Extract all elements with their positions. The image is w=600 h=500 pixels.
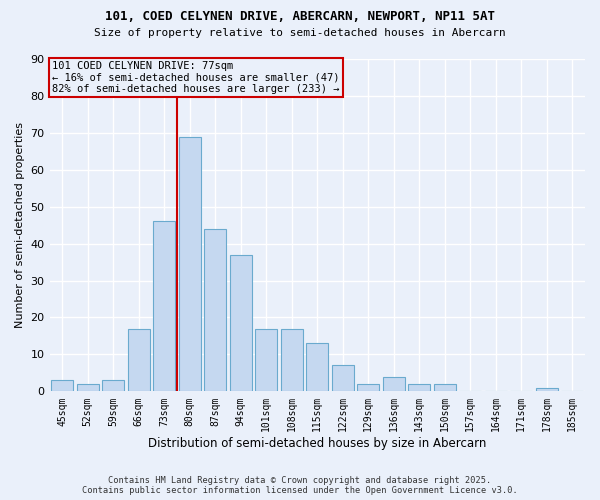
X-axis label: Distribution of semi-detached houses by size in Abercarn: Distribution of semi-detached houses by … <box>148 437 487 450</box>
Bar <box>256 328 277 392</box>
Bar <box>128 328 149 392</box>
Text: Contains HM Land Registry data © Crown copyright and database right 2025.
Contai: Contains HM Land Registry data © Crown c… <box>82 476 518 495</box>
Y-axis label: Number of semi-detached properties: Number of semi-detached properties <box>15 122 25 328</box>
Bar <box>179 136 200 392</box>
Bar <box>205 229 226 392</box>
Bar <box>332 366 353 392</box>
Bar <box>154 222 175 392</box>
Bar <box>434 384 455 392</box>
Bar <box>383 376 404 392</box>
Bar <box>52 380 73 392</box>
Text: Size of property relative to semi-detached houses in Abercarn: Size of property relative to semi-detach… <box>94 28 506 38</box>
Bar <box>358 384 379 392</box>
Bar <box>281 328 302 392</box>
Bar <box>230 254 251 392</box>
Bar <box>103 380 124 392</box>
Bar <box>409 384 430 392</box>
Bar <box>77 384 98 392</box>
Text: 101 COED CELYNEN DRIVE: 77sqm
← 16% of semi-detached houses are smaller (47)
82%: 101 COED CELYNEN DRIVE: 77sqm ← 16% of s… <box>52 61 340 94</box>
Bar <box>536 388 557 392</box>
Bar <box>307 344 328 392</box>
Text: 101, COED CELYNEN DRIVE, ABERCARN, NEWPORT, NP11 5AT: 101, COED CELYNEN DRIVE, ABERCARN, NEWPO… <box>105 10 495 23</box>
